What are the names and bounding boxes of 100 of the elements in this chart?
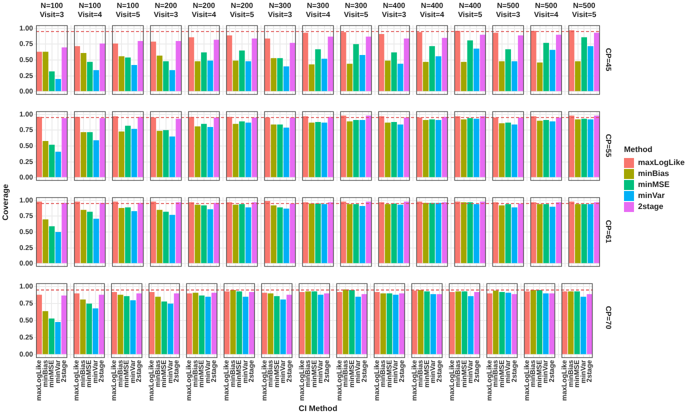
bar [62,118,68,178]
bar [492,32,498,92]
bar [449,292,455,354]
bar [283,208,290,264]
bar [492,118,498,178]
bar [581,37,588,92]
bar [125,57,131,92]
bar [530,290,536,354]
bar [283,128,290,178]
bar [460,62,467,92]
bar [207,209,214,264]
bar [574,119,581,178]
bar [270,124,276,178]
bar [346,204,353,264]
bar [55,152,62,178]
bar [169,136,176,178]
bar [168,304,174,354]
bar [429,46,435,92]
bar [138,41,144,92]
bar [321,58,328,92]
bar [80,132,86,178]
bar [588,119,594,178]
bar [100,44,106,92]
bar [550,121,556,178]
bar [55,78,62,92]
bar [512,207,518,264]
bar [360,120,366,178]
bar [543,204,549,264]
bar [100,202,106,264]
bar [468,296,474,354]
bar [580,296,586,354]
bar [277,124,283,178]
bar [194,61,200,92]
bar [391,122,397,178]
bar [201,52,207,92]
bar [118,208,124,264]
bar [194,204,200,264]
bar [574,291,580,354]
bar [436,56,442,92]
bar [568,30,574,92]
bar [505,49,511,92]
bar [163,212,169,264]
bar [62,47,68,92]
bar [505,292,512,354]
bar [512,294,518,354]
bar [93,218,100,264]
bar [131,211,138,264]
bar [422,202,429,264]
bar [454,202,460,264]
bar [118,56,124,92]
bar [536,290,542,354]
bar [87,212,93,264]
bar [198,295,205,354]
bar [505,204,511,264]
bar [460,119,467,178]
bar [536,204,543,264]
bar [588,204,594,264]
bar [274,296,280,354]
bar [530,116,536,178]
bar [207,127,214,178]
bar [55,232,62,264]
legend-label: minVar [638,191,665,200]
bar [93,140,100,178]
legend-label: maxLogLike [638,158,685,167]
bar [342,289,348,354]
bar [169,70,176,92]
bar [349,290,355,354]
bar [391,52,397,92]
legend-label: 2stage [638,202,664,211]
bar [192,292,198,354]
bar [346,121,353,178]
bar [543,120,549,178]
bar [436,202,442,264]
bar [474,292,480,354]
bar [398,124,404,178]
bar [201,124,207,178]
bar [384,122,391,178]
bar [430,294,436,354]
bar [93,70,100,92]
bar [460,202,467,264]
bar [239,204,245,264]
bar [581,204,588,264]
bar [245,207,252,264]
bar [138,116,144,178]
bar [125,207,131,264]
bar [245,61,252,92]
bar [568,116,574,178]
bar [232,204,238,264]
bar [268,293,274,354]
bar [100,118,106,178]
bar [194,126,200,178]
bar [355,296,361,354]
bar [239,50,245,92]
bar [353,120,359,178]
bar [524,291,530,354]
bar [454,116,460,178]
bar [318,294,324,354]
bar [125,126,131,178]
bar [360,206,366,264]
legend-title: Method [624,145,654,154]
